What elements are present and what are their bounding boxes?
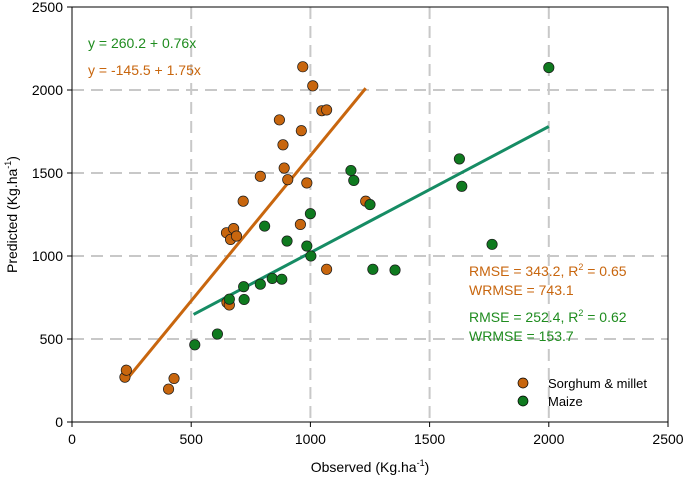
sorghum-wrmse: WRMSE = 743.1 <box>469 282 574 298</box>
sorghum-point <box>120 364 132 376</box>
legend: Sorghum & millet Maize <box>517 376 647 409</box>
maize-point <box>543 62 555 74</box>
sorghum-point <box>307 80 319 92</box>
sorghum-point <box>273 114 285 126</box>
y-axis-label: Predicted (Kg.ha-1) <box>3 156 20 273</box>
sorghum-point <box>297 61 309 73</box>
sorghum-point <box>254 170 266 182</box>
sorghum-point <box>168 372 180 385</box>
sorghum-point <box>294 218 306 231</box>
maize-point <box>301 240 313 252</box>
sorghum-point <box>230 230 243 242</box>
legend-label-sorghum: Sorghum & millet <box>548 376 647 391</box>
maize-point <box>266 272 278 284</box>
x-tick-label: 2000 <box>533 431 564 447</box>
maize-point <box>453 153 465 165</box>
sorghum-point <box>301 177 313 189</box>
maize-point <box>486 238 498 250</box>
maize-point <box>305 250 317 262</box>
plot-frame <box>71 6 669 423</box>
maize-point <box>238 281 250 293</box>
x-tick-label: 1000 <box>295 431 326 447</box>
x-tick-label: 0 <box>68 431 76 447</box>
sorghum-point <box>321 104 333 116</box>
sorghum-equation: y = -145.5 + 1.75x <box>88 62 201 78</box>
y-tick-label: 1000 <box>32 248 63 264</box>
sorghum-point <box>277 139 289 151</box>
maize-point <box>389 264 401 276</box>
maize-point <box>348 174 360 187</box>
legend-marker-sorghum <box>517 377 529 389</box>
maize-point <box>364 198 376 211</box>
y-tick-label: 0 <box>55 414 63 430</box>
y-tick-label: 1500 <box>32 165 63 181</box>
maize-point <box>254 278 266 290</box>
x-tick-label: 500 <box>180 431 204 447</box>
sorghum-rmse: RMSE = 343.2, R2 = 0.65 <box>469 262 627 279</box>
y-tick-label: 2500 <box>32 0 63 15</box>
sorghum-point <box>282 174 294 186</box>
maize-point <box>189 339 201 351</box>
maize-point <box>281 235 293 247</box>
x-tick-label: 2500 <box>652 431 683 447</box>
maize-wrmse: WRMSE = 153.7 <box>469 328 574 344</box>
x-axis-label: Observed (Kg.ha-1) <box>311 458 430 475</box>
maize-point <box>259 220 271 232</box>
grid-lines <box>72 7 668 422</box>
x-tick-label: 1500 <box>414 431 445 447</box>
maize-point <box>211 328 223 340</box>
sorghum-fit-line <box>123 87 367 383</box>
maize-point <box>367 263 379 275</box>
data-points <box>119 61 555 395</box>
maize-point <box>223 293 235 305</box>
y-axis-ticks: 0 500 1000 1500 2000 2500 <box>32 0 72 430</box>
maize-point <box>456 180 468 192</box>
sorghum-point <box>237 195 249 207</box>
maize-point <box>304 208 316 220</box>
legend-marker-maize <box>517 395 529 407</box>
maize-point <box>238 293 250 306</box>
y-tick-label: 2000 <box>32 82 63 98</box>
sorghum-point <box>321 263 333 275</box>
maize-point <box>345 164 357 177</box>
sorghum-point <box>295 125 307 137</box>
maize-rmse: RMSE = 252.4, R2 = 0.62 <box>469 308 627 325</box>
sorghum-point <box>163 383 175 395</box>
maize-fit-line <box>192 125 550 316</box>
regression-lines <box>123 87 550 383</box>
maize-equation: y = 260.2 + 0.76x <box>88 35 196 51</box>
y-tick-label: 500 <box>40 331 64 347</box>
x-axis-ticks: 0 500 1000 1500 2000 2500 <box>68 422 684 447</box>
legend-label-maize: Maize <box>548 394 583 409</box>
maize-point <box>276 273 288 285</box>
sorghum-point <box>278 162 290 174</box>
